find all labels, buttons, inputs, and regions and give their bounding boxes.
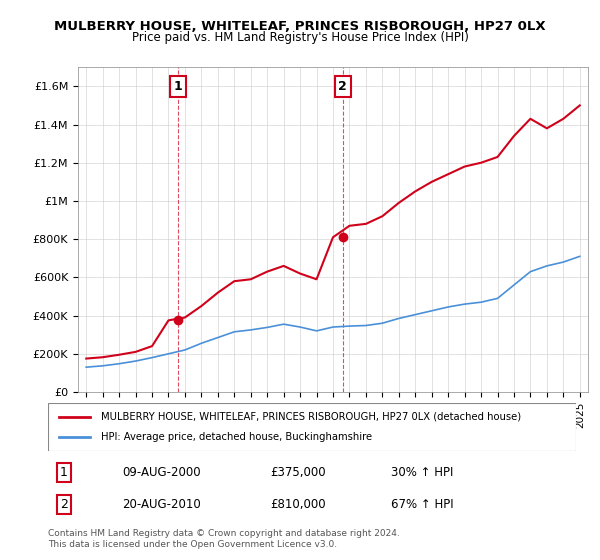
FancyBboxPatch shape: [48, 403, 576, 451]
Text: 2: 2: [338, 80, 347, 93]
Text: 20-AUG-2010: 20-AUG-2010: [122, 498, 200, 511]
Text: Price paid vs. HM Land Registry's House Price Index (HPI): Price paid vs. HM Land Registry's House …: [131, 31, 469, 44]
Text: £375,000: £375,000: [270, 466, 325, 479]
Text: 2: 2: [60, 498, 68, 511]
Text: 30% ↑ HPI: 30% ↑ HPI: [391, 466, 454, 479]
Text: 1: 1: [60, 466, 68, 479]
Text: Contains HM Land Registry data © Crown copyright and database right 2024.
This d: Contains HM Land Registry data © Crown c…: [48, 529, 400, 549]
Text: £810,000: £810,000: [270, 498, 325, 511]
Text: 09-AUG-2000: 09-AUG-2000: [122, 466, 200, 479]
Text: 67% ↑ HPI: 67% ↑ HPI: [391, 498, 454, 511]
Text: HPI: Average price, detached house, Buckinghamshire: HPI: Average price, detached house, Buck…: [101, 432, 372, 442]
Text: MULBERRY HOUSE, WHITELEAF, PRINCES RISBOROUGH, HP27 0LX (detached house): MULBERRY HOUSE, WHITELEAF, PRINCES RISBO…: [101, 412, 521, 422]
Text: 1: 1: [174, 80, 183, 93]
Text: MULBERRY HOUSE, WHITELEAF, PRINCES RISBOROUGH, HP27 0LX: MULBERRY HOUSE, WHITELEAF, PRINCES RISBO…: [54, 20, 546, 32]
